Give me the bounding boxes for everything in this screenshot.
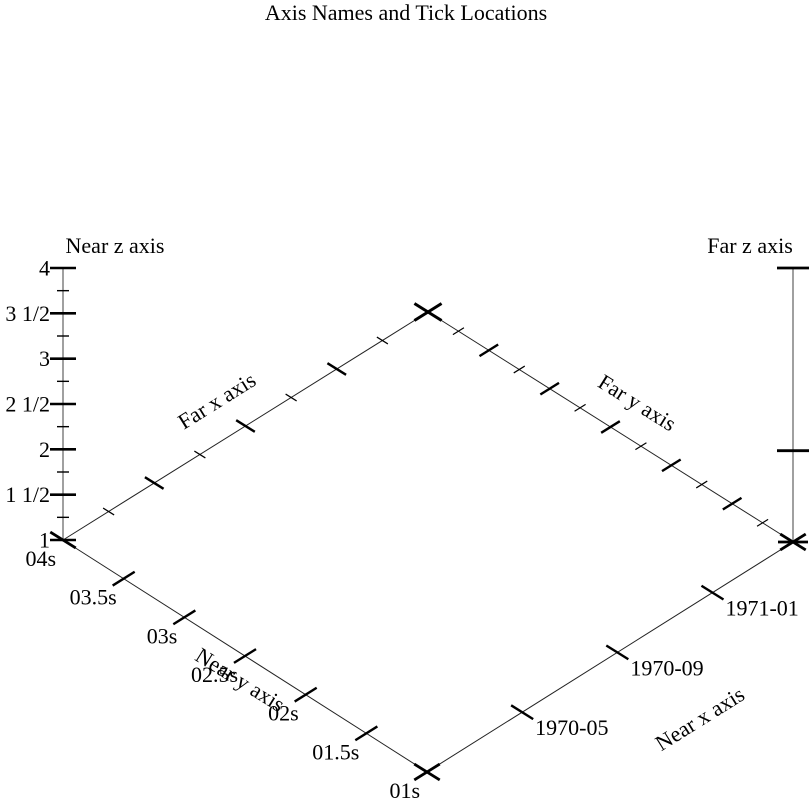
svg-text:3: 3 xyxy=(39,346,50,371)
svg-text:02.5s: 02.5s xyxy=(191,662,238,687)
plot-title: Axis Names and Tick Locations xyxy=(264,0,548,25)
svg-text:03.5s: 03.5s xyxy=(70,585,117,610)
svg-text:1970-09: 1970-09 xyxy=(630,655,703,680)
svg-text:1970-05: 1970-05 xyxy=(535,715,608,740)
svg-text:4: 4 xyxy=(39,256,50,281)
svg-text:1971-01: 1971-01 xyxy=(725,596,798,621)
svg-text:03s: 03s xyxy=(147,623,178,648)
svg-text:3 1/2: 3 1/2 xyxy=(5,301,50,326)
svg-text:2: 2 xyxy=(39,437,50,462)
svg-text:2 1/2: 2 1/2 xyxy=(5,392,50,417)
svg-text:01.5s: 01.5s xyxy=(312,739,359,764)
axis-name-far-z: Far z axis xyxy=(707,233,793,258)
svg-text:1: 1 xyxy=(39,528,50,553)
axis-name-near-z: Near z axis xyxy=(65,233,165,258)
svg-text:01s: 01s xyxy=(389,778,420,803)
svg-text:04s: 04s xyxy=(25,546,56,571)
svg-text:02s: 02s xyxy=(268,701,299,726)
svg-text:1 1/2: 1 1/2 xyxy=(5,482,50,507)
